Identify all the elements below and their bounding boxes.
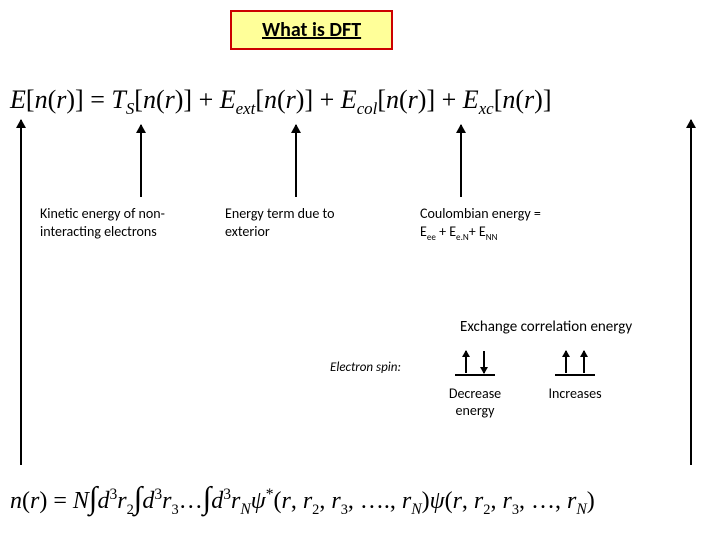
- exchange-correlation-text: Exchange correlation energy: [460, 318, 632, 336]
- spin-arrow-up-icon: [565, 351, 567, 373]
- spin-caption-increase: Increases: [535, 385, 615, 402]
- label-kinetic-l2: interacting electrons: [40, 223, 157, 240]
- electron-spin-label: Electron spin:: [330, 360, 401, 375]
- spin-diagram-decrease: [455, 348, 495, 376]
- left-side-arrow: [20, 120, 22, 465]
- spin-caption-decrease-l1: Decrease: [449, 385, 501, 402]
- spin-arrow-up-icon: [465, 351, 467, 373]
- spin-arrow-down-icon: [483, 351, 485, 373]
- spin-caption-decrease-l2: energy: [456, 402, 495, 419]
- page-title: What is DFT: [262, 18, 361, 42]
- density-equation: n(r) = N∫d3r2∫d3r3…∫d3rNψ*(r, r2, r3, ….…: [10, 480, 595, 519]
- arrow-ext: [295, 125, 297, 197]
- label-ext-l2: exterior: [225, 223, 270, 240]
- spin-arrow-up-icon: [583, 351, 585, 373]
- label-coulomb-l1: Coulombian energy =: [420, 205, 541, 222]
- right-side-arrow: [690, 120, 692, 465]
- label-ext: Energy term due to exterior: [225, 205, 395, 240]
- title-box: What is DFT: [230, 10, 393, 50]
- energy-equation: E[n(r)] = TS[n(r)] + Eext[n(r)] + Ecol[n…: [10, 85, 551, 119]
- spin-diagram-increase: [555, 348, 595, 376]
- arrow-kinetic: [140, 125, 142, 197]
- exchange-correlation-label: Exchange correlation energy: [460, 318, 632, 336]
- spin-caption-increase-l1: Increases: [548, 385, 601, 402]
- spin-caption-decrease: Decrease energy: [435, 385, 515, 419]
- arrow-coulomb: [460, 125, 462, 197]
- label-ext-l1: Energy term due to: [225, 205, 334, 222]
- label-coulomb: Coulombian energy = Eee + Ee.N+ ENN: [420, 205, 620, 243]
- label-kinetic-l1: Kinetic energy of non-: [40, 205, 165, 222]
- label-coulomb-l2: Eee + Ee.N+ ENN: [420, 223, 497, 240]
- label-kinetic: Kinetic energy of non- interacting elect…: [40, 205, 215, 240]
- electron-spin-text: Electron spin:: [330, 360, 401, 375]
